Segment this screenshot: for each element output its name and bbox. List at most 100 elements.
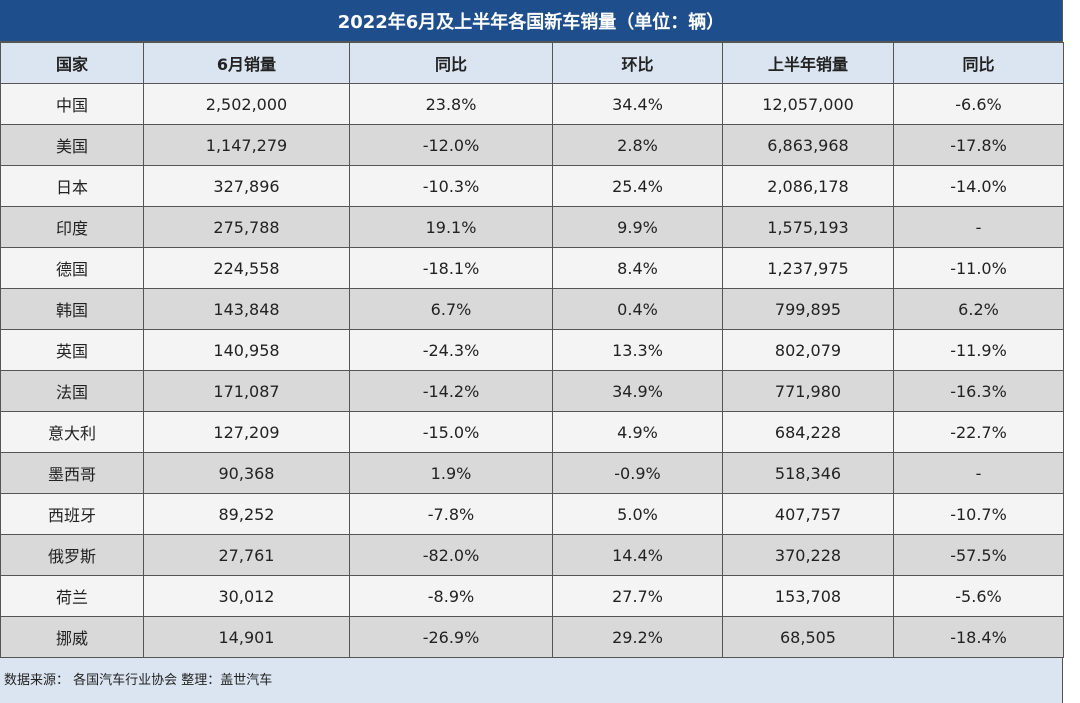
table-row: 意大利 127,209 -15.0% 4.9% 684,228 -22.7% bbox=[0, 411, 1064, 453]
cell-june-sales: 275,788 bbox=[143, 206, 350, 248]
table-row: 俄罗斯 27,761 -82.0% 14.4% 370,228 -57.5% bbox=[0, 534, 1064, 576]
cell-h1-yoy: -10.7% bbox=[893, 493, 1064, 535]
cell-h1-sales: 370,228 bbox=[722, 534, 894, 576]
cell-yoy: -8.9% bbox=[349, 575, 553, 617]
cell-yoy: -18.1% bbox=[349, 247, 553, 289]
table-row: 中国 2,502,000 23.8% 34.4% 12,057,000 -6.6% bbox=[0, 83, 1064, 125]
cell-june-sales: 2,502,000 bbox=[143, 83, 350, 125]
cell-h1-sales: 12,057,000 bbox=[722, 83, 894, 125]
cell-country: 荷兰 bbox=[0, 575, 144, 617]
cell-mom: 13.3% bbox=[552, 329, 723, 371]
cell-country: 意大利 bbox=[0, 411, 144, 453]
cell-june-sales: 90,368 bbox=[143, 452, 350, 494]
header-yoy: 同比 bbox=[349, 42, 553, 84]
table-row: 法国 171,087 -14.2% 34.9% 771,980 -16.3% bbox=[0, 370, 1064, 412]
table-row: 韩国 143,848 6.7% 0.4% 799,895 6.2% bbox=[0, 288, 1064, 330]
cell-h1-yoy: - bbox=[893, 452, 1064, 494]
cell-h1-yoy: -17.8% bbox=[893, 124, 1064, 166]
cell-h1-sales: 684,228 bbox=[722, 411, 894, 453]
cell-h1-sales: 2,086,178 bbox=[722, 165, 894, 207]
cell-h1-sales: 153,708 bbox=[722, 575, 894, 617]
cell-h1-yoy: -11.9% bbox=[893, 329, 1064, 371]
cell-h1-yoy: -5.6% bbox=[893, 575, 1064, 617]
cell-mom: 8.4% bbox=[552, 247, 723, 289]
table-row: 荷兰 30,012 -8.9% 27.7% 153,708 -5.6% bbox=[0, 575, 1064, 617]
cell-yoy: -24.3% bbox=[349, 329, 553, 371]
cell-mom: 2.8% bbox=[552, 124, 723, 166]
cell-country: 印度 bbox=[0, 206, 144, 248]
cell-h1-sales: 1,237,975 bbox=[722, 247, 894, 289]
cell-june-sales: 143,848 bbox=[143, 288, 350, 330]
cell-h1-sales: 518,346 bbox=[722, 452, 894, 494]
cell-h1-yoy: -22.7% bbox=[893, 411, 1064, 453]
header-h1-yoy: 同比 bbox=[893, 42, 1064, 84]
cell-h1-sales: 68,505 bbox=[722, 616, 894, 658]
cell-mom: 0.4% bbox=[552, 288, 723, 330]
cell-june-sales: 1,147,279 bbox=[143, 124, 350, 166]
header-june-sales: 6月销量 bbox=[143, 42, 350, 84]
cell-yoy: -15.0% bbox=[349, 411, 553, 453]
cell-country: 英国 bbox=[0, 329, 144, 371]
table-row: 印度 275,788 19.1% 9.9% 1,575,193- bbox=[0, 206, 1064, 248]
cell-yoy: 23.8% bbox=[349, 83, 553, 125]
table-row: 德国 224,558 -18.1% 8.4% 1,237,975 -11.0% bbox=[0, 247, 1064, 289]
cell-h1-sales: 799,895 bbox=[722, 288, 894, 330]
table-row: 墨西哥 90,368 1.9% -0.9% 518,346- bbox=[0, 452, 1064, 494]
cell-yoy: -26.9% bbox=[349, 616, 553, 658]
cell-h1-yoy: -16.3% bbox=[893, 370, 1064, 412]
sales-table: 国家 6月销量 同比 环比 上半年销量 同比 中国 2,502,000 23.8% 3… bbox=[0, 42, 1064, 658]
cell-h1-sales: 771,980 bbox=[722, 370, 894, 412]
cell-mom: -0.9% bbox=[552, 452, 723, 494]
cell-june-sales: 171,087 bbox=[143, 370, 350, 412]
cell-june-sales: 224,558 bbox=[143, 247, 350, 289]
cell-june-sales: 327,896 bbox=[143, 165, 350, 207]
cell-june-sales: 127,209 bbox=[143, 411, 350, 453]
cell-mom: 14.4% bbox=[552, 534, 723, 576]
cell-country: 美国 bbox=[0, 124, 144, 166]
header-country: 国家 bbox=[0, 42, 144, 84]
cell-june-sales: 89,252 bbox=[143, 493, 350, 535]
cell-h1-yoy: - bbox=[893, 206, 1064, 248]
cell-country: 墨西哥 bbox=[0, 452, 144, 494]
cell-june-sales: 140,958 bbox=[143, 329, 350, 371]
cell-yoy: 6.7% bbox=[349, 288, 553, 330]
cell-yoy: 1.9% bbox=[349, 452, 553, 494]
cell-yoy: -82.0% bbox=[349, 534, 553, 576]
cell-h1-sales: 6,863,968 bbox=[722, 124, 894, 166]
cell-yoy: -12.0% bbox=[349, 124, 553, 166]
cell-mom: 25.4% bbox=[552, 165, 723, 207]
table-row: 西班牙 89,252 -7.8% 5.0% 407,757 -10.7% bbox=[0, 493, 1064, 535]
cell-h1-yoy: -11.0% bbox=[893, 247, 1064, 289]
table-row: 美国 1,147,279 -12.0% 2.8% 6,863,968 -17.8% bbox=[0, 124, 1064, 166]
cell-country: 法国 bbox=[0, 370, 144, 412]
cell-h1-sales: 802,079 bbox=[722, 329, 894, 371]
cell-yoy: -14.2% bbox=[349, 370, 553, 412]
cell-country: 德国 bbox=[0, 247, 144, 289]
cell-june-sales: 30,012 bbox=[143, 575, 350, 617]
cell-country: 韩国 bbox=[0, 288, 144, 330]
cell-country: 日本 bbox=[0, 165, 144, 207]
cell-mom: 34.9% bbox=[552, 370, 723, 412]
cell-june-sales: 14,901 bbox=[143, 616, 350, 658]
cell-june-sales: 27,761 bbox=[143, 534, 350, 576]
cell-yoy: 19.1% bbox=[349, 206, 553, 248]
cell-mom: 34.4% bbox=[552, 83, 723, 125]
cell-h1-yoy: -6.6% bbox=[893, 83, 1064, 125]
table-row: 英国 140,958 -24.3% 13.3% 802,079 -11.9% bbox=[0, 329, 1064, 371]
header-row: 国家 6月销量 同比 环比 上半年销量 同比 bbox=[0, 42, 1064, 84]
cell-h1-yoy: 6.2% bbox=[893, 288, 1064, 330]
cell-country: 中国 bbox=[0, 83, 144, 125]
cell-yoy: -7.8% bbox=[349, 493, 553, 535]
cell-country: 西班牙 bbox=[0, 493, 144, 535]
header-h1-sales: 上半年销量 bbox=[722, 42, 894, 84]
cell-h1-sales: 407,757 bbox=[722, 493, 894, 535]
data-source-footer: 数据来源： 各国汽车行业协会 整理：盖世汽车 bbox=[0, 658, 1062, 698]
cell-h1-yoy: -18.4% bbox=[893, 616, 1064, 658]
header-mom: 环比 bbox=[552, 42, 723, 84]
cell-mom: 9.9% bbox=[552, 206, 723, 248]
cell-country: 俄罗斯 bbox=[0, 534, 144, 576]
cell-mom: 27.7% bbox=[552, 575, 723, 617]
cell-yoy: -10.3% bbox=[349, 165, 553, 207]
cell-h1-sales: 1,575,193 bbox=[722, 206, 894, 248]
